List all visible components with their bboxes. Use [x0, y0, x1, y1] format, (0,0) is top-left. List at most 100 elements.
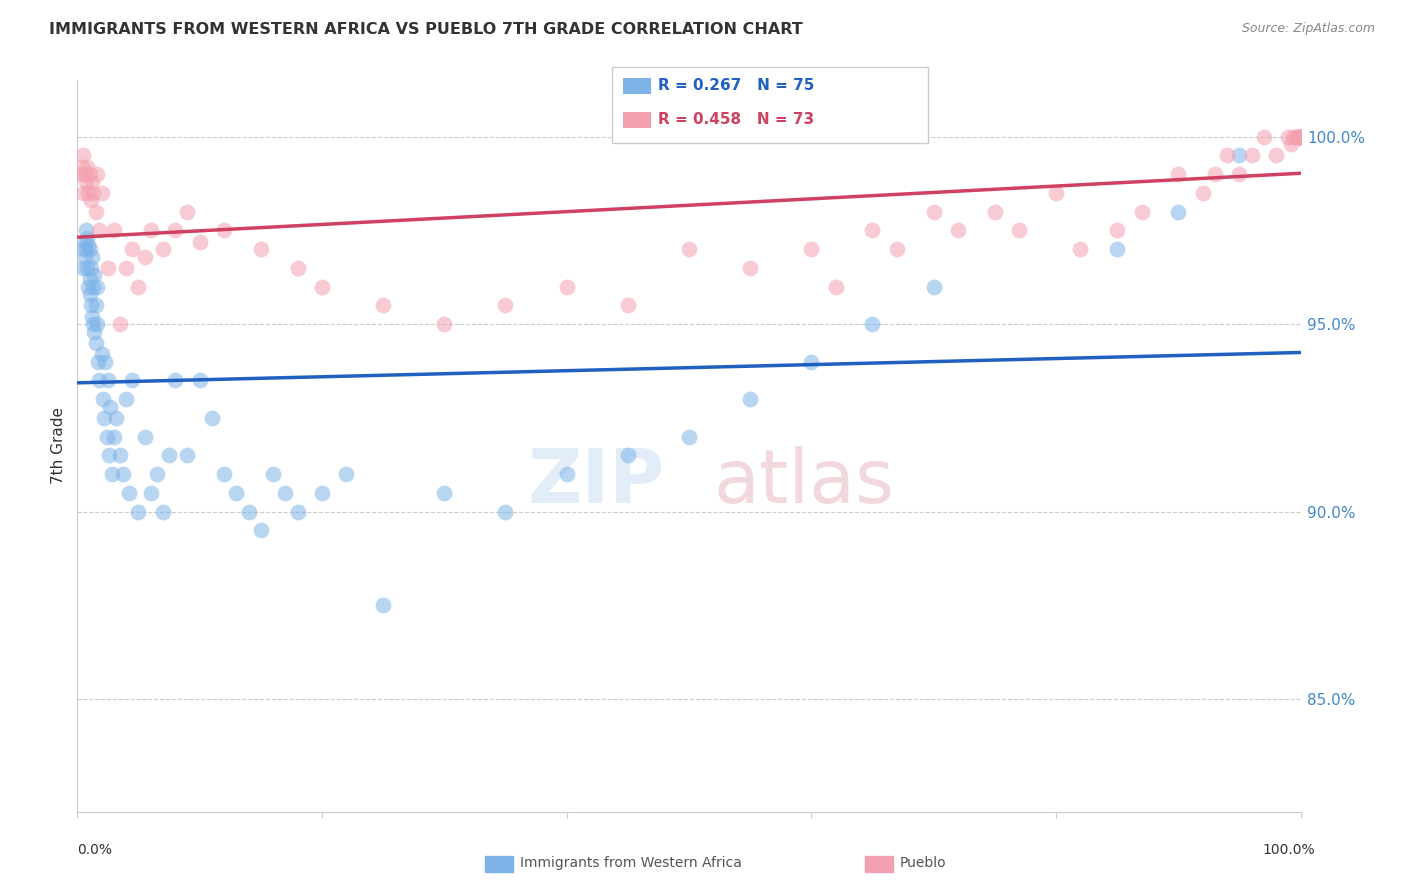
Point	[103, 429, 125, 443]
Point	[165, 223, 187, 237]
Point	[103, 223, 125, 237]
Point	[1289, 129, 1312, 144]
Point	[617, 298, 640, 312]
Point	[91, 392, 114, 406]
Point	[287, 505, 309, 519]
Point	[212, 467, 235, 482]
Point	[80, 298, 103, 312]
Point	[76, 160, 98, 174]
Point	[86, 279, 108, 293]
Point	[1216, 148, 1239, 162]
Point	[1289, 129, 1312, 144]
Point	[84, 204, 107, 219]
Point	[335, 467, 357, 482]
Point	[84, 298, 107, 312]
Point	[83, 325, 105, 339]
Point	[212, 223, 235, 237]
Point	[89, 223, 111, 237]
Point	[862, 317, 884, 331]
Point	[287, 260, 309, 275]
Point	[984, 204, 1007, 219]
Point	[97, 373, 120, 387]
Point	[134, 429, 156, 443]
Text: atlas: atlas	[713, 446, 894, 519]
Point	[1253, 129, 1275, 144]
Point	[495, 298, 517, 312]
Point	[73, 250, 96, 264]
Point	[76, 260, 98, 275]
Point	[555, 467, 578, 482]
Point	[83, 268, 105, 283]
Point	[86, 167, 108, 181]
Point	[1204, 167, 1226, 181]
Text: Source: ZipAtlas.com: Source: ZipAtlas.com	[1241, 22, 1375, 36]
Point	[134, 250, 156, 264]
Point	[922, 204, 945, 219]
Point	[1288, 129, 1310, 144]
Point	[82, 279, 104, 293]
Point	[94, 354, 117, 368]
Point	[152, 505, 174, 519]
Point	[1282, 129, 1305, 144]
Point	[80, 310, 103, 324]
Point	[84, 335, 107, 350]
Point	[176, 204, 198, 219]
Point	[1289, 129, 1312, 144]
Point	[824, 279, 846, 293]
Point	[75, 175, 97, 189]
Point	[176, 449, 198, 463]
Point	[1229, 167, 1251, 181]
Point	[90, 347, 112, 361]
Point	[73, 235, 96, 249]
Point	[1289, 129, 1312, 144]
Point	[250, 242, 273, 256]
Point	[862, 223, 884, 237]
Point	[1285, 129, 1308, 144]
Point	[87, 354, 110, 368]
Point	[128, 279, 150, 293]
Point	[1130, 204, 1153, 219]
Point	[1286, 129, 1309, 144]
Point	[1240, 148, 1263, 162]
Point	[886, 242, 908, 256]
Point	[922, 279, 945, 293]
Point	[1045, 186, 1067, 200]
Point	[678, 429, 700, 443]
Point	[97, 260, 120, 275]
Point	[238, 505, 260, 519]
Point	[108, 317, 131, 331]
Point	[1289, 129, 1312, 144]
Point	[105, 410, 128, 425]
Point	[152, 242, 174, 256]
Point	[115, 260, 138, 275]
Point	[72, 242, 94, 256]
Text: 100.0%: 100.0%	[1263, 843, 1315, 857]
Point	[72, 148, 94, 162]
Point	[75, 223, 97, 237]
Point	[165, 373, 187, 387]
Point	[79, 167, 101, 181]
Point	[1265, 148, 1288, 162]
Point	[72, 260, 94, 275]
Point	[121, 242, 143, 256]
Point	[128, 505, 150, 519]
Text: R = 0.267   N = 75: R = 0.267 N = 75	[658, 78, 814, 94]
Point	[80, 260, 103, 275]
Point	[740, 392, 762, 406]
Point	[79, 287, 101, 301]
Point	[72, 186, 94, 200]
Point	[98, 400, 121, 414]
Point	[100, 467, 122, 482]
Point	[76, 231, 98, 245]
Point	[70, 160, 93, 174]
Point	[79, 242, 101, 256]
Point	[79, 272, 101, 286]
Point	[73, 167, 96, 181]
Point	[617, 449, 640, 463]
Point	[371, 298, 394, 312]
Point	[80, 175, 103, 189]
Point	[800, 242, 823, 256]
Text: Immigrants from Western Africa: Immigrants from Western Africa	[520, 856, 742, 871]
Text: R = 0.458   N = 73: R = 0.458 N = 73	[658, 112, 814, 127]
Point	[75, 242, 97, 256]
